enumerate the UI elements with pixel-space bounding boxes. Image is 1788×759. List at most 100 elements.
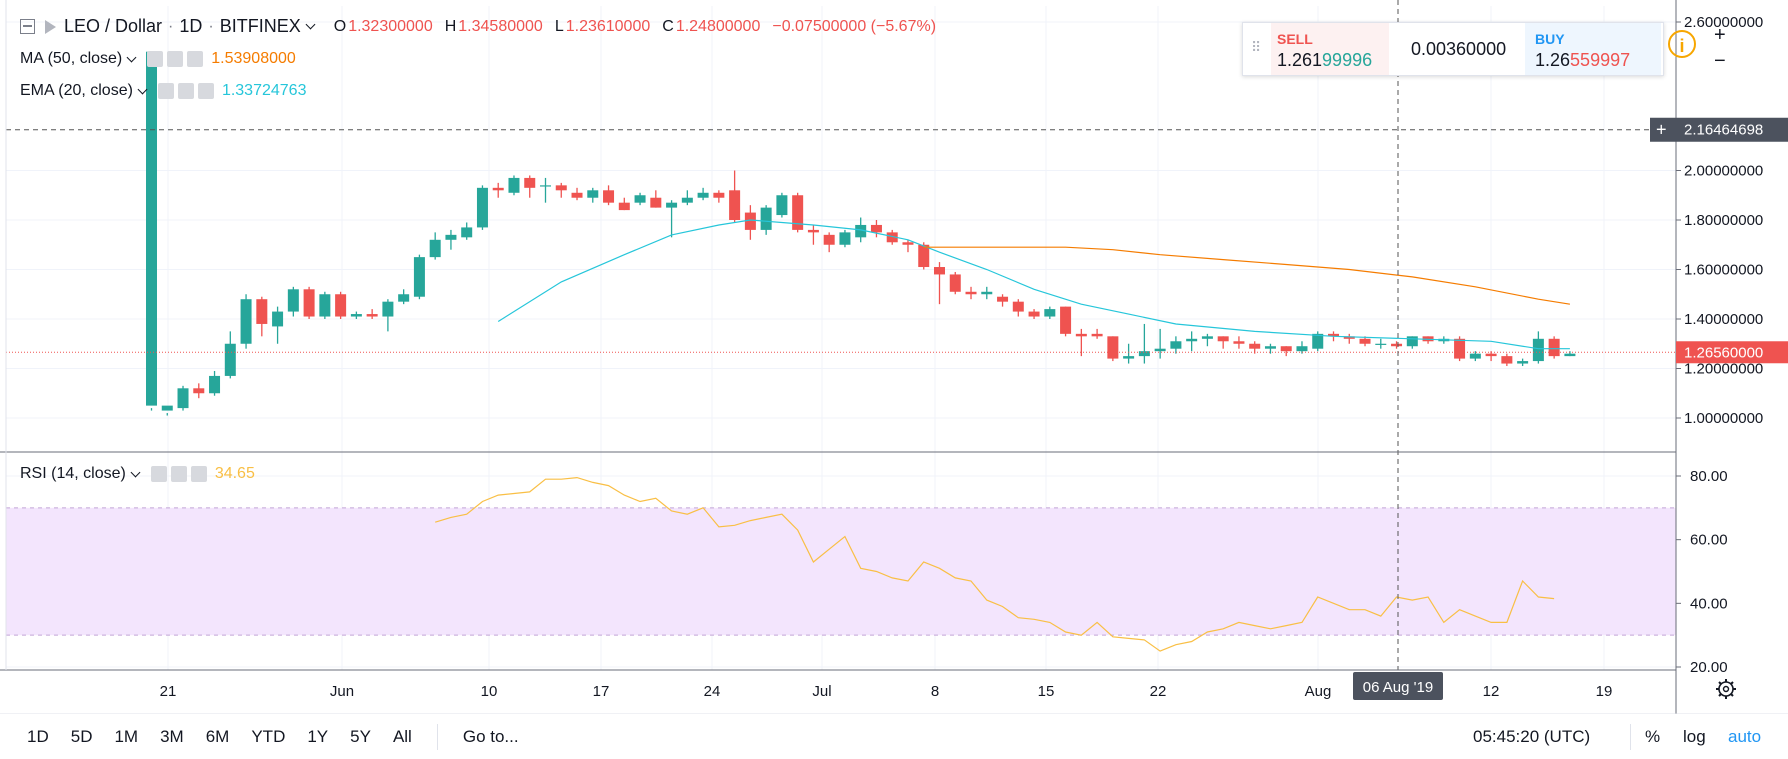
crosshair-plus-icon[interactable]: + (1656, 120, 1667, 140)
candle-body (272, 311, 284, 327)
candle-body (870, 224, 882, 233)
close-icon[interactable] (197, 83, 214, 99)
candle (934, 262, 945, 305)
candle (1170, 336, 1182, 354)
close-icon[interactable] (187, 51, 204, 67)
candle-body (146, 51, 157, 406)
candle (1422, 336, 1434, 344)
buy-price-tail: 559997 (1570, 50, 1631, 70)
candle (177, 385, 189, 411)
rsi-label[interactable]: RSI (14, close) (20, 465, 126, 482)
rsi-tick-label: 60.00 (1690, 532, 1728, 549)
candle (1249, 341, 1261, 354)
candle-body (366, 314, 378, 317)
candle (603, 185, 615, 206)
eye-icon[interactable] (147, 51, 164, 67)
chevron-down-icon[interactable] (130, 467, 141, 477)
range-3m-button[interactable]: 3M (160, 726, 184, 746)
price-axis[interactable]: 1.00000000 1.20000000 1.40000000 1.60000000… (1676, 14, 1763, 427)
candle-body (1123, 356, 1135, 359)
interval[interactable]: 1D (179, 16, 203, 36)
candle-body (1170, 341, 1182, 349)
last-price-label: 1.26560000 (1684, 344, 1763, 361)
candle (981, 286, 993, 300)
candle (382, 299, 394, 332)
candle-body (1391, 343, 1403, 347)
candle-body (1075, 333, 1087, 337)
range-ytd-button[interactable]: YTD (251, 726, 286, 746)
symbol-name[interactable]: LEO / Dollar (64, 16, 163, 36)
separator-dot: · (168, 17, 174, 35)
plus-icon[interactable]: + (1714, 24, 1726, 46)
gear-icon[interactable] (1716, 679, 1736, 699)
time-tick-label: 21 (160, 683, 177, 700)
candle (1469, 351, 1481, 362)
range-all-button[interactable]: All (392, 726, 412, 746)
candle-body (634, 195, 646, 203)
candle (1312, 331, 1324, 352)
chevron-down-icon[interactable] (137, 84, 148, 94)
candle-body (902, 242, 914, 245)
log-toggle[interactable]: log (1683, 714, 1706, 759)
candle (461, 222, 473, 240)
candle (1138, 323, 1150, 364)
candle-body (508, 177, 520, 193)
gear-icon[interactable] (167, 51, 184, 67)
flag-icon[interactable] (45, 19, 56, 34)
range-5y-button[interactable]: 5Y (350, 726, 371, 746)
clock[interactable]: 05:45:20 (UTC) (1473, 714, 1590, 759)
candle (886, 229, 898, 245)
candle-series (146, 51, 1576, 416)
candle (1107, 336, 1119, 362)
ema-label[interactable]: EMA (20, close) (20, 82, 133, 99)
candle (161, 405, 173, 416)
candle (902, 239, 914, 253)
auto-toggle[interactable]: auto (1728, 714, 1761, 759)
candle-body (965, 291, 977, 295)
candle-body (1343, 336, 1355, 339)
range-1y-button[interactable]: 1Y (307, 726, 329, 746)
buy-button[interactable]: BUY 1.26559997 (1525, 23, 1661, 75)
range-5d-button[interactable]: 5D (70, 726, 93, 746)
chevron-down-icon[interactable] (126, 52, 137, 62)
drag-handle-icon[interactable]: ⠿ (1251, 39, 1261, 55)
gear-icon[interactable] (177, 83, 194, 99)
low-value: 1.23610000 (565, 17, 651, 35)
minus-icon[interactable]: − (1714, 50, 1726, 72)
sell-label: SELL (1277, 31, 1313, 47)
percent-toggle[interactable]: % (1645, 714, 1660, 759)
candle (1280, 346, 1292, 357)
candle-body (161, 405, 173, 411)
close-icon[interactable] (190, 466, 207, 482)
candle (729, 170, 741, 223)
gear-icon[interactable] (170, 466, 187, 482)
time-axis[interactable]: 21 Jun 10 17 24 Jul 8 15 22 Aug 12 19 (160, 683, 1613, 700)
candle (666, 200, 678, 238)
candle (1091, 328, 1103, 339)
candle-body (1375, 343, 1387, 345)
eye-icon[interactable] (150, 466, 167, 482)
info-icon[interactable]: i (1668, 30, 1696, 58)
rsi-axis[interactable]: 80.00 60.00 40.00 20.00 (1676, 468, 1728, 676)
open-label: O (333, 17, 347, 35)
range-6m-button[interactable]: 6M (205, 726, 230, 746)
candle (792, 192, 804, 233)
eye-icon[interactable] (157, 83, 174, 99)
ma-label[interactable]: MA (50, close) (20, 50, 123, 67)
crosshair-price-label: 2.16464698 (1684, 122, 1763, 139)
candle-body (224, 343, 236, 376)
chevron-down-icon[interactable] (305, 19, 316, 30)
range-1m-button[interactable]: 1M (114, 726, 139, 746)
collapse-icon[interactable] (20, 19, 35, 34)
candle-body (1028, 311, 1040, 317)
goto-button[interactable]: Go to... (462, 726, 519, 746)
chart-canvas[interactable]: 1.00000000 1.20000000 1.40000000 1.60000000… (0, 0, 1788, 714)
exchange[interactable]: BITFINEX (219, 16, 301, 36)
candle (1343, 333, 1355, 344)
trade-widget: ⠿ SELL 1.26199996 0.00360000 BUY 1.26559… (1242, 22, 1664, 76)
sell-button[interactable]: SELL 1.26199996 (1271, 23, 1389, 75)
symbol-legend: LEO / Dollar · 1D · BITFINEX O 1.32300000… (20, 16, 936, 37)
range-1d-button[interactable]: 1D (27, 726, 49, 746)
candle-body (492, 187, 504, 191)
ma-line (923, 246, 1570, 305)
